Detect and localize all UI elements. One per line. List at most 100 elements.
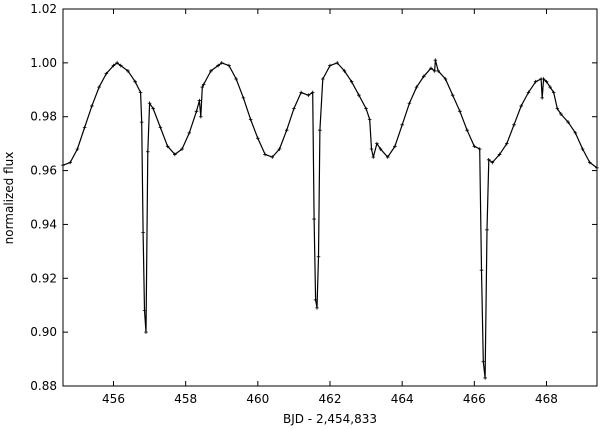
data-point [133, 79, 137, 84]
data-point [158, 125, 163, 130]
data-point [75, 147, 80, 151]
data-point [312, 217, 316, 221]
data-point [458, 109, 462, 114]
x-tick-label: 466 [463, 392, 486, 406]
data-point [173, 152, 177, 157]
data-point [477, 147, 482, 151]
data-point [400, 122, 404, 127]
data-point [90, 104, 94, 108]
data-point [490, 160, 495, 165]
data-point [147, 101, 152, 106]
data-point [541, 77, 546, 81]
data-point [433, 58, 438, 62]
data-point [548, 85, 552, 89]
data-point [199, 114, 203, 119]
data-point [369, 147, 374, 151]
y-ticks: 0.88 0.90 0.92 0.94 0.96 0.98 1.00 1.02 [30, 2, 597, 393]
data-point [483, 376, 487, 380]
data-point [342, 69, 347, 73]
x-tick-label: 464 [391, 392, 414, 406]
data-point [306, 93, 311, 97]
data-point [82, 125, 87, 130]
data-point [111, 63, 116, 68]
data-point [519, 104, 524, 108]
data-point [540, 96, 544, 100]
x-axis-label: BJD - 2,454,833 [283, 412, 377, 426]
data-point [141, 230, 145, 235]
data-point [277, 147, 282, 151]
data-point [432, 69, 437, 73]
data-point [97, 85, 101, 89]
data-point [197, 98, 202, 103]
data-point [573, 131, 578, 135]
data-point [551, 90, 556, 95]
data-point [270, 155, 275, 159]
data-point [313, 298, 318, 302]
series-line [62, 60, 598, 378]
data-point [429, 66, 433, 71]
data-point [142, 308, 147, 313]
x-tick-label: 456 [102, 392, 125, 406]
data-point [407, 101, 412, 106]
x-ticks: 456 458 460 462 464 466 468 [102, 9, 558, 406]
data-point [422, 74, 426, 79]
data-point [465, 128, 469, 132]
y-tick-label: 0.90 [30, 325, 57, 339]
data-point [316, 254, 321, 259]
data-point [559, 112, 563, 116]
data-point [115, 61, 119, 65]
data-point [479, 268, 484, 273]
y-tick-label: 1.00 [30, 56, 57, 70]
data-point [357, 93, 361, 97]
data-point [200, 85, 205, 89]
data-point [385, 155, 390, 159]
data-point [118, 63, 123, 68]
data-point [375, 141, 379, 146]
data-point [68, 160, 73, 165]
data-point [180, 147, 184, 151]
data-point [299, 90, 303, 95]
data-point [194, 109, 199, 114]
data-point [234, 77, 238, 81]
data-point [497, 152, 502, 157]
data-point [151, 106, 156, 111]
data-point [292, 106, 296, 111]
data-point [472, 144, 477, 149]
data-point [126, 69, 130, 73]
data-point [414, 85, 419, 89]
data-point [595, 166, 599, 170]
data-point [256, 136, 260, 141]
data-point [504, 141, 509, 146]
x-tick-label: 462 [319, 392, 342, 406]
data-point [241, 96, 246, 100]
data-point [139, 120, 144, 124]
y-tick-label: 0.96 [30, 164, 57, 178]
data-point [485, 228, 489, 232]
data-point [512, 122, 516, 127]
data-point [209, 69, 213, 73]
data-point [138, 90, 143, 95]
x-tick-label: 458 [174, 392, 197, 406]
data-point [555, 106, 560, 111]
data-point [364, 106, 368, 111]
data-point [216, 63, 220, 68]
data-point [61, 163, 65, 167]
data-point [165, 144, 170, 149]
data-point [328, 63, 332, 68]
data-point [587, 160, 592, 165]
data-point [284, 128, 289, 132]
data-point [526, 90, 531, 95]
data-point [481, 359, 486, 364]
series-markers [61, 58, 599, 380]
data-point [486, 158, 491, 162]
data-point [367, 117, 372, 122]
data-point [318, 128, 322, 132]
data-point [580, 147, 585, 151]
data-point [371, 155, 376, 159]
data-point [443, 77, 448, 81]
data-point [219, 61, 224, 65]
data-point [349, 79, 354, 84]
data-point [227, 63, 231, 68]
y-tick-label: 0.88 [30, 379, 57, 393]
